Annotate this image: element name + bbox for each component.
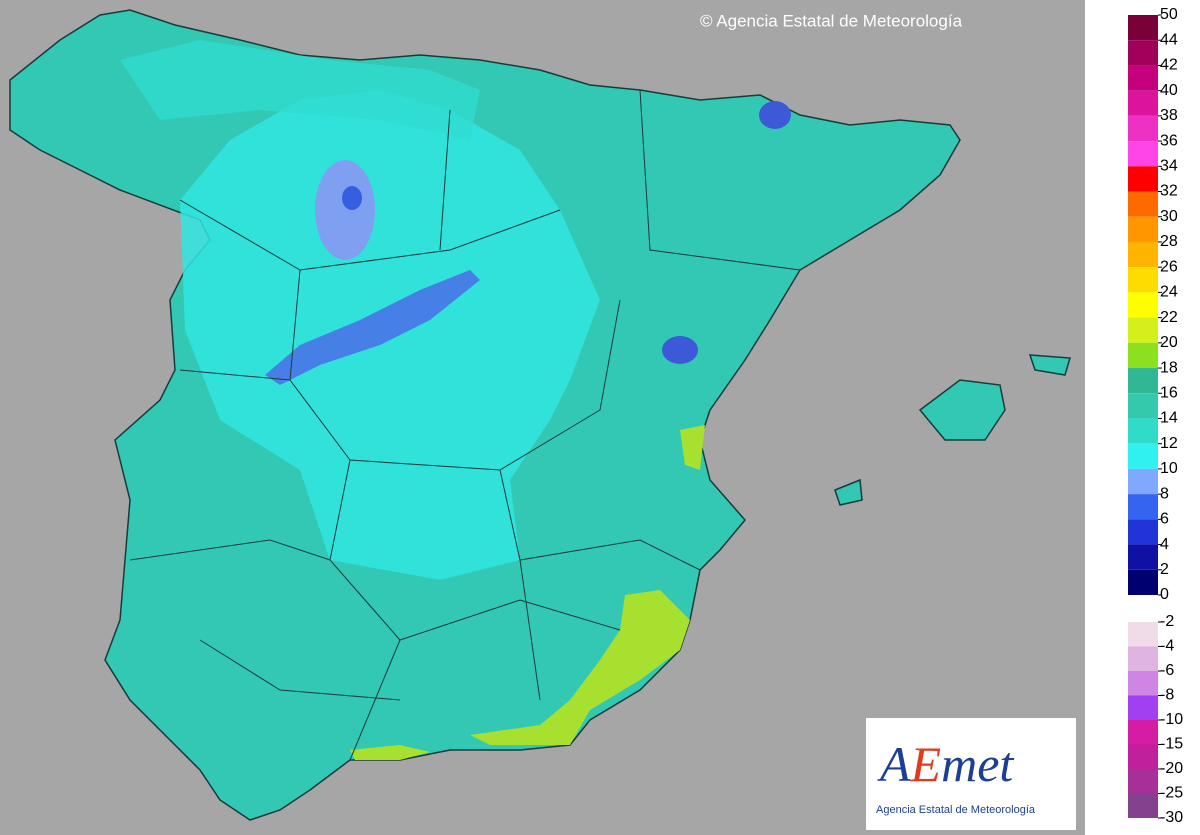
color-band <box>1128 468 1158 495</box>
legend: 5044424038363432302826242220181614121086… <box>1128 6 1183 826</box>
legend-label: 18 <box>1160 359 1178 376</box>
cold-ridge <box>265 270 480 385</box>
cold-spot <box>315 160 375 260</box>
logo-brand: AEmet <box>877 736 1014 792</box>
color-band <box>1128 115 1158 142</box>
legend-label: -6 <box>1160 662 1174 679</box>
copyright: © Agencia Estatal de Meteorología <box>700 11 963 30</box>
legend-label: 8 <box>1160 485 1169 502</box>
legend-label: 26 <box>1160 258 1178 275</box>
legend-label: -20 <box>1160 760 1183 777</box>
legend-label: -2 <box>1160 613 1174 630</box>
legend-label: -15 <box>1160 736 1183 753</box>
color-band <box>1128 216 1158 242</box>
color-band <box>1128 769 1158 794</box>
color-band <box>1128 544 1158 570</box>
color-band <box>1128 720 1158 745</box>
legend-label: 2 <box>1160 561 1169 578</box>
cold-spot <box>662 336 698 364</box>
color-band <box>1128 744 1158 769</box>
color-band <box>1128 241 1158 268</box>
color-band <box>1128 191 1158 217</box>
color-band <box>1128 267 1158 293</box>
legend-label: 40 <box>1160 82 1178 99</box>
legend-label: 20 <box>1160 334 1178 351</box>
color-band <box>1128 141 1158 167</box>
cold-north <box>120 40 480 140</box>
color-band <box>1128 519 1158 545</box>
legend-label: -30 <box>1160 809 1183 826</box>
warm-area <box>680 425 705 470</box>
logo-letter: met <box>941 736 1014 792</box>
color-band <box>1128 90 1158 116</box>
menorca <box>1028 354 1071 376</box>
legend-label: 16 <box>1160 384 1178 401</box>
ibiza <box>834 478 863 506</box>
color-band <box>1128 166 1158 192</box>
color-band <box>1128 622 1158 647</box>
legend-label: 28 <box>1160 233 1178 250</box>
legend-label: 10 <box>1160 460 1178 477</box>
legend-label: 12 <box>1160 435 1178 452</box>
color-band <box>1128 342 1158 369</box>
logo-box <box>866 718 1076 830</box>
legend-label: 22 <box>1160 309 1178 326</box>
legend-label: 24 <box>1160 284 1178 301</box>
color-band <box>1128 569 1158 595</box>
color-band <box>1128 15 1158 41</box>
legend-label: 0 <box>1160 586 1169 603</box>
color-band <box>1128 671 1158 696</box>
legend-label: 32 <box>1160 183 1178 200</box>
logo-letter: A <box>877 736 911 792</box>
legend-label: 34 <box>1160 158 1178 175</box>
color-band <box>1128 646 1158 671</box>
legend-label: -4 <box>1160 638 1174 655</box>
legend-label: -8 <box>1160 687 1174 704</box>
legend-label: 4 <box>1160 536 1169 553</box>
legend-label: 42 <box>1160 57 1178 74</box>
logo-letter: E <box>910 736 942 792</box>
cold-core <box>342 186 362 210</box>
legend-label: 50 <box>1160 6 1178 23</box>
mallorca <box>918 379 1006 441</box>
legend-label: -10 <box>1160 711 1183 728</box>
legend-label: 6 <box>1160 511 1169 528</box>
legend-label: 30 <box>1160 208 1178 225</box>
logo-subtitle: Agencia Estatal de Meteorología <box>876 804 1036 816</box>
color-band <box>1128 393 1158 419</box>
color-band <box>1128 695 1158 720</box>
color-band <box>1128 494 1158 520</box>
color-band <box>1128 793 1158 818</box>
cold-spot <box>759 101 791 129</box>
color-band <box>1128 292 1158 318</box>
legend-label: 38 <box>1160 107 1178 124</box>
province-borders <box>129 89 801 761</box>
color-band <box>1128 65 1158 91</box>
color-band <box>1128 418 1158 444</box>
legend-label: 14 <box>1160 410 1178 427</box>
legend-label: -25 <box>1160 785 1183 802</box>
legend-label: 36 <box>1160 132 1178 149</box>
color-band <box>1128 443 1158 469</box>
warm-area <box>470 590 690 745</box>
color-band <box>1128 317 1158 343</box>
color-band <box>1128 40 1158 66</box>
warm-area <box>350 745 430 760</box>
legend-label: 44 <box>1160 31 1178 48</box>
color-band <box>1128 368 1158 394</box>
